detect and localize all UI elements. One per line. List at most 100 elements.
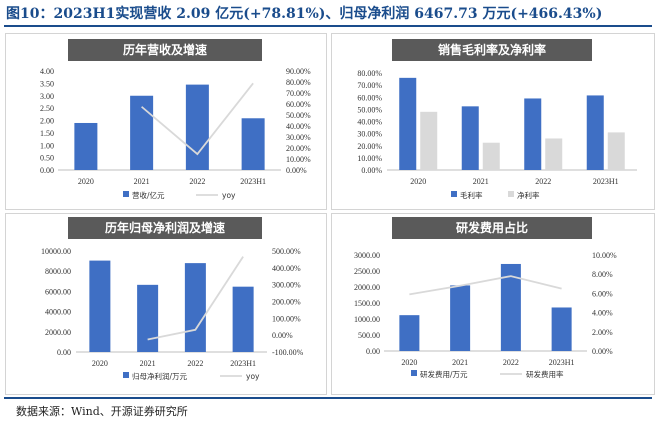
y2-tick-label: 500.00% bbox=[272, 247, 301, 256]
chart-title-rd: 研发费用占比 bbox=[392, 217, 592, 239]
bar-2020 bbox=[399, 77, 417, 170]
y-tick-label: 8000.00 bbox=[45, 267, 71, 276]
chart-title-margin: 销售毛利率及净利率 bbox=[392, 39, 592, 61]
legend-label: yoy bbox=[246, 372, 260, 381]
legend-label: yoy bbox=[222, 191, 236, 200]
bar2-2022 bbox=[545, 138, 563, 170]
figure-title: 图10：2023H1实现营收 2.09 亿元(+78.81%)、归母净利润 64… bbox=[6, 6, 603, 22]
y-tick-label: 4000.00 bbox=[45, 308, 71, 317]
rd-chart: 0.00 500.00 1000.00 1500.00 2000.00 2500.00 30… bbox=[354, 251, 617, 379]
y-tick-label: 1000.00 bbox=[354, 315, 380, 324]
legend-label: 研发费用/万元 bbox=[420, 369, 468, 379]
bar2-2020 bbox=[420, 111, 438, 170]
bar-2020 bbox=[89, 260, 111, 352]
x-tick-label: 2022 bbox=[187, 359, 203, 368]
y2-tick-label: 0.00% bbox=[592, 347, 613, 356]
y2-tick-label: 30.00% bbox=[286, 133, 311, 142]
y2-tick-label: -100.00% bbox=[272, 348, 304, 357]
y2-tick-label: 300.00% bbox=[272, 281, 301, 290]
x-tick-label: 2023H1 bbox=[230, 359, 256, 368]
y-tick-label: 4.00 bbox=[40, 67, 54, 76]
y2-tick-label: 70.00% bbox=[286, 89, 311, 98]
line-series-研发费用率 bbox=[409, 275, 562, 296]
x-tick-label: 2023H1 bbox=[240, 177, 266, 186]
bar-2023H1 bbox=[232, 286, 254, 352]
bar-2020 bbox=[399, 315, 420, 351]
bar2-2023H1 bbox=[607, 132, 625, 170]
bar-2023H1 bbox=[586, 95, 604, 170]
y-tick-label: 500.00 bbox=[358, 331, 380, 340]
y-tick-label: 1500.00 bbox=[354, 299, 380, 308]
y2-tick-label: 10.00% bbox=[286, 155, 311, 164]
y2-tick-label: 4.00% bbox=[592, 309, 613, 318]
y2-tick-label: 400.00% bbox=[272, 264, 301, 273]
bar-2020 bbox=[74, 122, 98, 170]
margin-chart: 0.00% 10.00% 20.00% 30.00% 40.00% 50.00% 60.00… bbox=[357, 69, 637, 200]
y2-tick-label: 40.00% bbox=[286, 122, 311, 131]
y-tick-label: 2000.00 bbox=[354, 283, 380, 292]
bar-2021 bbox=[450, 285, 471, 351]
chart-panel-net-profit bbox=[5, 213, 327, 395]
y-tick-label: 3000.00 bbox=[354, 251, 380, 260]
y-tick-label: 10000.00 bbox=[41, 247, 71, 256]
bar-2022 bbox=[524, 98, 542, 170]
bar2-2021 bbox=[482, 142, 500, 170]
y2-tick-label: 6.00% bbox=[592, 289, 613, 298]
y2-tick-label: 60.00% bbox=[286, 100, 311, 109]
legend-swatch bbox=[123, 372, 129, 378]
y-tick-label: 60.00% bbox=[357, 93, 382, 102]
net-profit-chart: 0.00 2000.00 4000.00 6000.00 8000.00 10000.00… bbox=[41, 247, 304, 381]
y-tick-label: 1.50 bbox=[40, 129, 54, 138]
y-tick-label: 3.00 bbox=[40, 92, 54, 101]
x-tick-label: 2022 bbox=[189, 177, 205, 186]
revenue-chart: 0.00 0.50 1.00 1.50 2.00 2.50 3.00 3.50 4.00 0.00… bbox=[40, 67, 311, 200]
y2-tick-label: 100.00% bbox=[272, 314, 301, 323]
x-tick-label: 2020 bbox=[78, 177, 94, 186]
legend-label: 营收/亿元 bbox=[132, 190, 165, 200]
y-tick-label: 30.00% bbox=[357, 130, 382, 139]
chart-title-revenue: 历年营收及增速 bbox=[68, 39, 262, 61]
line-series-yoy bbox=[147, 256, 244, 341]
bar-2022 bbox=[185, 84, 209, 170]
legend-label: 净利率 bbox=[517, 190, 540, 200]
y-tick-label: 10.00% bbox=[357, 154, 382, 163]
x-tick-label: 2020 bbox=[410, 177, 426, 186]
x-tick-label: 2021 bbox=[473, 177, 489, 186]
y-tick-label: 2000.00 bbox=[45, 328, 71, 337]
x-tick-label: 2020 bbox=[401, 358, 417, 367]
y-tick-label: 2.00 bbox=[40, 117, 54, 126]
legend-label: 毛利率 bbox=[460, 190, 483, 200]
legend-swatch bbox=[123, 191, 129, 197]
y-tick-label: 0.00 bbox=[57, 348, 71, 357]
bar-2021 bbox=[130, 95, 154, 170]
y2-tick-label: 0.00% bbox=[286, 166, 307, 175]
legend-swatch bbox=[451, 191, 457, 197]
x-tick-label: 2021 bbox=[140, 359, 156, 368]
chart-panel-revenue bbox=[5, 33, 327, 210]
y-tick-label: 50.00% bbox=[357, 105, 382, 114]
x-tick-label: 2023H1 bbox=[549, 358, 575, 367]
chart-panel-rd bbox=[331, 213, 655, 395]
chart-title-net-profit: 历年归母净利润及增速 bbox=[68, 217, 262, 239]
x-tick-label: 2022 bbox=[503, 358, 519, 367]
y-tick-label: 6000.00 bbox=[45, 287, 71, 296]
y2-tick-label: 20.00% bbox=[286, 144, 311, 153]
y2-tick-label: 200.00% bbox=[272, 298, 301, 307]
title-rule bbox=[4, 25, 652, 27]
y-tick-label: 0.50 bbox=[40, 154, 54, 163]
y-tick-label: 1.00 bbox=[40, 141, 54, 150]
x-tick-label: 2023H1 bbox=[593, 177, 619, 186]
bar-2023H1 bbox=[241, 118, 265, 170]
bar-2022 bbox=[184, 263, 206, 352]
line-series-yoy bbox=[141, 82, 254, 156]
y2-tick-label: 8.00% bbox=[592, 270, 613, 279]
y-tick-label: 40.00% bbox=[357, 118, 382, 127]
footer-rule bbox=[4, 397, 652, 399]
legend-label: 归母净利润/万元 bbox=[132, 371, 188, 381]
y2-tick-label: 2.00% bbox=[592, 328, 613, 337]
x-tick-label: 2020 bbox=[92, 359, 108, 368]
x-tick-label: 2022 bbox=[535, 177, 551, 186]
y-tick-label: 80.00% bbox=[357, 69, 382, 78]
y2-tick-label: 0.00% bbox=[272, 331, 293, 340]
source-note: 数据来源：Wind、开源证券研究所 bbox=[16, 405, 188, 418]
